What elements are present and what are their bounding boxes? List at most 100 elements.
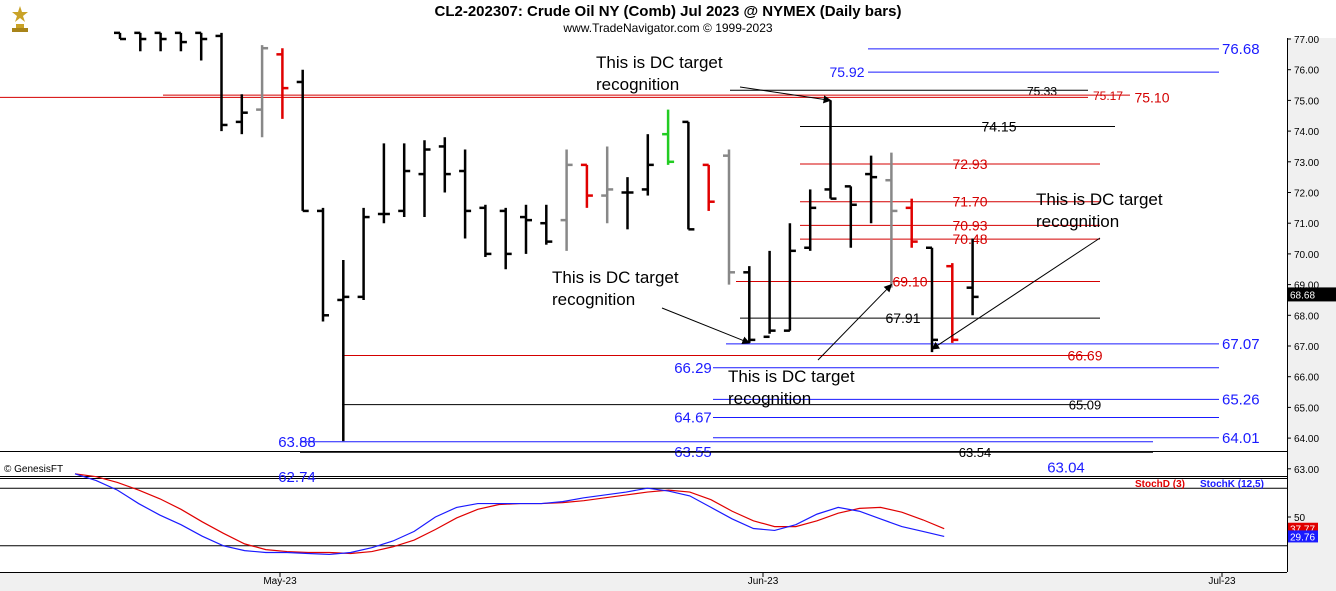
ohlc-bar bbox=[682, 120, 695, 231]
annotation-text: This is DC target recognition bbox=[552, 268, 679, 309]
annotation-arrow bbox=[661, 307, 751, 345]
ohlc-bar bbox=[479, 204, 492, 257]
level-label: 75.10 bbox=[1134, 89, 1169, 105]
ohlc-bar bbox=[783, 223, 796, 332]
x-tick-label: May-23 bbox=[263, 576, 297, 587]
ohlc-bar bbox=[662, 109, 675, 165]
annotation-arrow bbox=[817, 283, 893, 361]
y-tick-label: 77.00 bbox=[1294, 35, 1319, 46]
legend-stochk: StochK (12,5) bbox=[1200, 479, 1264, 490]
level-label: 67.07 bbox=[1222, 336, 1260, 353]
ohlc-bar bbox=[580, 163, 593, 208]
level-label: 63.88 bbox=[278, 434, 316, 451]
ohlc-bar bbox=[804, 189, 817, 251]
level-label: 75.33 bbox=[1027, 84, 1057, 98]
stoch-y-tick-label: 50 bbox=[1294, 513, 1306, 524]
stochk-value-box bbox=[1288, 530, 1318, 543]
y-tick-label: 75.00 bbox=[1294, 96, 1319, 107]
level-label: 64.67 bbox=[674, 410, 712, 427]
ohlc-bar bbox=[215, 32, 228, 132]
y-tick-label: 69.00 bbox=[1294, 281, 1319, 292]
ohlc-bar bbox=[905, 198, 918, 248]
ohlc-bar bbox=[560, 149, 573, 251]
y-tick-label: 73.00 bbox=[1294, 158, 1319, 169]
annotation-text: This is DC target recognition bbox=[728, 367, 855, 408]
level-label: 72.93 bbox=[952, 156, 987, 172]
level-label: 74.15 bbox=[981, 118, 1016, 134]
price-axis-panel bbox=[1287, 38, 1336, 591]
ohlc-bar bbox=[520, 204, 532, 254]
level-label: 63.04 bbox=[1047, 460, 1085, 477]
level-label: 65.09 bbox=[1069, 398, 1102, 413]
ohlc-bar bbox=[966, 238, 979, 316]
trophy-logo-icon bbox=[4, 3, 36, 35]
ohlc-bar bbox=[317, 207, 329, 322]
ohlc-bar bbox=[134, 31, 147, 52]
stochk-value: 29.76 bbox=[1290, 532, 1315, 543]
level-label: 66.29 bbox=[674, 360, 712, 377]
ohlc-bar bbox=[276, 48, 289, 119]
ohlc-bar bbox=[499, 207, 512, 270]
level-label: 62.74 bbox=[278, 469, 316, 486]
ohlc-bar bbox=[377, 143, 390, 224]
ohlc-bar bbox=[154, 31, 167, 52]
ohlc-bar bbox=[114, 31, 126, 41]
ohlc-bar bbox=[824, 100, 837, 200]
y-tick-label: 71.00 bbox=[1294, 219, 1319, 230]
annotation-text: This is DC target recognition bbox=[1036, 190, 1163, 231]
ohlc-bar bbox=[763, 250, 776, 339]
y-tick-label: 63.00 bbox=[1294, 465, 1319, 476]
y-tick-label: 67.00 bbox=[1294, 342, 1319, 353]
y-tick-label: 70.00 bbox=[1294, 250, 1319, 261]
level-label: 71.70 bbox=[952, 194, 987, 210]
level-label: 67.91 bbox=[885, 310, 920, 326]
annotation-arrow bbox=[931, 237, 1101, 350]
chart-header: CL2-202307: Crude Oil NY (Comb) Jul 2023… bbox=[0, 0, 1336, 38]
ohlc-bar bbox=[621, 177, 634, 230]
y-tick-label: 76.00 bbox=[1294, 66, 1319, 77]
ohlc-bar bbox=[743, 266, 756, 343]
level-label: 64.01 bbox=[1222, 430, 1260, 447]
x-tick-label: Jun-23 bbox=[748, 576, 779, 587]
annotation-text: This is DC target recognition bbox=[596, 53, 723, 94]
y-tick-label: 65.00 bbox=[1294, 403, 1319, 414]
chart-subtitle: www.TradeNavigator.com © 1999-2023 bbox=[563, 21, 773, 35]
last-price-label: 68.68 bbox=[1290, 290, 1315, 301]
y-tick-label: 66.00 bbox=[1294, 373, 1319, 384]
last-price-box bbox=[1288, 287, 1336, 302]
ohlc-bar bbox=[256, 45, 269, 138]
annotation-arrow bbox=[739, 86, 832, 104]
legend-stochd: StochD (3) bbox=[1135, 479, 1185, 490]
ohlc-bar bbox=[418, 140, 431, 218]
chart-title: CL2-202307: Crude Oil NY (Comb) Jul 2023… bbox=[434, 3, 902, 20]
level-label: 65.26 bbox=[1222, 391, 1260, 408]
ohlc-bar bbox=[601, 146, 614, 224]
level-label: 75.92 bbox=[829, 64, 864, 80]
stochd-value: 37.77 bbox=[1290, 525, 1315, 536]
ohlc-bar bbox=[337, 260, 350, 442]
ohlc-bar bbox=[174, 31, 187, 52]
y-tick-label: 74.00 bbox=[1294, 127, 1319, 138]
watermark: © GenesisFT bbox=[4, 464, 63, 475]
level-label: 70.93 bbox=[952, 217, 987, 233]
ohlc-bar bbox=[702, 163, 715, 211]
level-label: 75.17 bbox=[1093, 89, 1123, 103]
ohlc-bar bbox=[926, 246, 938, 353]
ohlc-bar bbox=[296, 69, 309, 213]
y-tick-label: 64.00 bbox=[1294, 434, 1319, 445]
level-label: 66.69 bbox=[1067, 348, 1102, 364]
ohlc-bar bbox=[865, 155, 878, 224]
level-label: 69.10 bbox=[892, 274, 927, 290]
date-axis-panel bbox=[0, 572, 1287, 591]
ohlc-bar bbox=[235, 94, 248, 135]
ohlc-bar bbox=[195, 31, 208, 61]
ohlc-bar bbox=[398, 143, 411, 218]
ohlc-bar bbox=[946, 263, 959, 343]
ohlc-bar bbox=[641, 134, 654, 196]
y-tick-label: 68.00 bbox=[1294, 311, 1319, 322]
ohlc-bar bbox=[438, 137, 451, 193]
stoch-series-line bbox=[74, 473, 945, 556]
ohlc-bar bbox=[459, 149, 472, 239]
ohlc-bar bbox=[357, 207, 370, 300]
